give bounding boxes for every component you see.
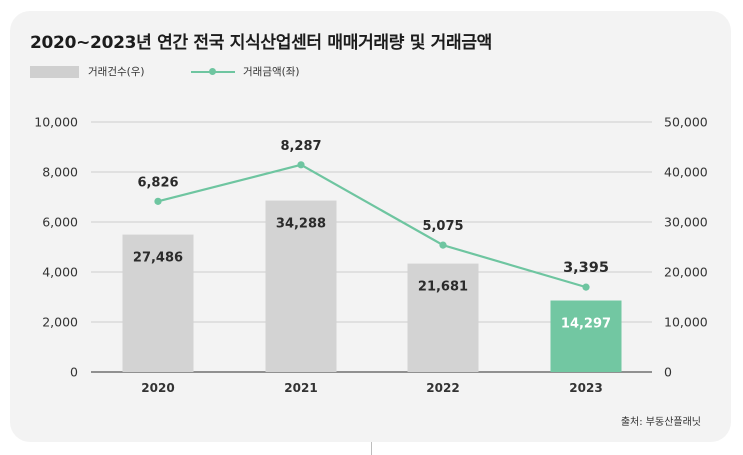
legend-label-line: 거래금액(좌)	[243, 66, 300, 78]
x-tick-label: 2020	[141, 381, 174, 395]
line-point-2020	[154, 197, 162, 205]
line-point-2022	[439, 241, 447, 249]
bar-value-label: 14,297	[561, 317, 611, 332]
y-right-tick-label: 40,000	[664, 165, 708, 180]
bar-2023	[550, 300, 622, 372]
y-left-tick-label: 8,000	[42, 165, 78, 180]
legend-line-swatch	[191, 66, 235, 78]
line-point-2021	[297, 161, 305, 169]
y-right-tick-label: 10,000	[664, 315, 708, 330]
divider-line	[371, 442, 372, 455]
legend-bar-swatch	[30, 65, 79, 78]
bar-value-label: 27,486	[133, 251, 183, 266]
bar-2020	[122, 234, 194, 372]
source-note: 출처: 부동산플래닛	[620, 417, 701, 428]
x-tick-label: 2022	[426, 381, 459, 395]
y-left-tick-label: 0	[70, 365, 78, 380]
line-point-2023	[582, 283, 590, 291]
bar-2022	[407, 263, 479, 372]
y-left-tick-label: 6,000	[42, 215, 78, 230]
line-value-label: 8,287	[280, 139, 321, 154]
y-right-tick-label: 0	[664, 365, 672, 380]
bar-2021	[265, 200, 337, 372]
line-value-label: 5,075	[422, 219, 463, 234]
legend-label-bar: 거래건수(우)	[88, 66, 145, 78]
bar-value-label: 34,288	[276, 217, 326, 232]
x-tick-label: 2021	[284, 381, 317, 395]
y-right-tick-label: 50,000	[664, 115, 708, 130]
y-left-tick-label: 10,000	[34, 115, 78, 130]
x-tick-label: 2023	[569, 381, 602, 395]
chart-title: 2020~2023년 연간 전국 지식산업센터 매매거래량 및 거래금액	[30, 33, 493, 53]
line-series-path	[157, 163, 587, 289]
y-left-tick-label: 4,000	[42, 265, 78, 280]
y-right-tick-label: 30,000	[664, 215, 708, 230]
y-right-tick-label: 20,000	[664, 265, 708, 280]
bar-value-label: 21,681	[418, 280, 468, 295]
line-value-label: 6,826	[137, 175, 178, 190]
legend-item-bar: 거래건수(우)	[30, 64, 145, 79]
y-left-tick-label: 2,000	[42, 315, 78, 330]
legend-item-line: 거래금액(좌)	[191, 64, 300, 79]
line-value-label: 3,395	[563, 260, 609, 276]
